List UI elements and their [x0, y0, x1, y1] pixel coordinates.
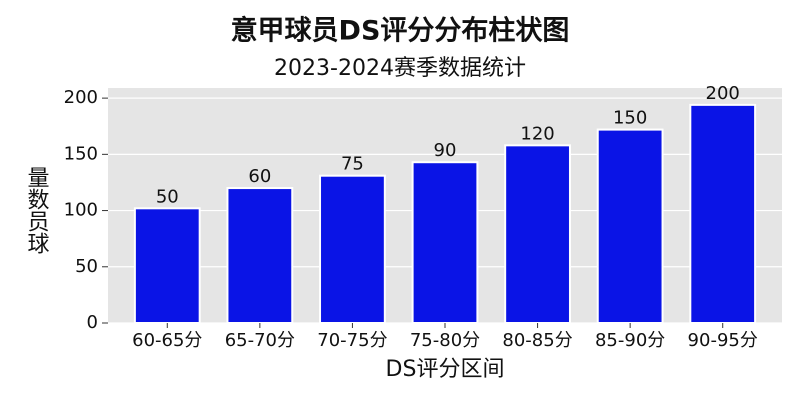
- bar-annotation: 150: [613, 108, 647, 129]
- y-tick-label: 0: [87, 312, 98, 333]
- y-tick-label: 200: [64, 87, 98, 108]
- bar: [411, 161, 479, 324]
- bar-annotation: 50: [156, 186, 179, 207]
- bar: [133, 207, 201, 324]
- bar: [504, 144, 571, 324]
- x-tick-label: 80-85分: [502, 330, 572, 351]
- bar-annotation: 60: [248, 166, 271, 187]
- bar-annotation: 200: [706, 83, 740, 104]
- bar: [689, 103, 757, 324]
- x-tick-label: 70-75分: [317, 330, 387, 351]
- x-tick-label: 65-70分: [225, 330, 295, 351]
- chart-title: 意甲球员DS评分分布柱状图: [231, 15, 570, 47]
- x-tick-label: 90-95分: [688, 330, 758, 351]
- y-tick-label: 100: [64, 200, 98, 221]
- bar-annotation: 90: [434, 140, 457, 161]
- x-tick-label: 85-90分: [595, 330, 665, 351]
- x-tick-label: 75-80分: [410, 330, 480, 351]
- bar: [226, 187, 294, 324]
- x-axis-label: DS评分区间: [386, 357, 505, 382]
- y-tick-label: 150: [64, 143, 98, 164]
- bar: [319, 174, 386, 324]
- y-tick-label: 50: [75, 256, 98, 277]
- bar-annotation: 120: [520, 123, 554, 144]
- bar-annotation: 75: [341, 154, 364, 175]
- chart-subtitle: 2023-2024赛季数据统计: [274, 56, 526, 81]
- x-tick-label: 60-65分: [132, 330, 202, 351]
- bar: [596, 128, 664, 324]
- y-axis-label: 量数员球: [24, 166, 50, 254]
